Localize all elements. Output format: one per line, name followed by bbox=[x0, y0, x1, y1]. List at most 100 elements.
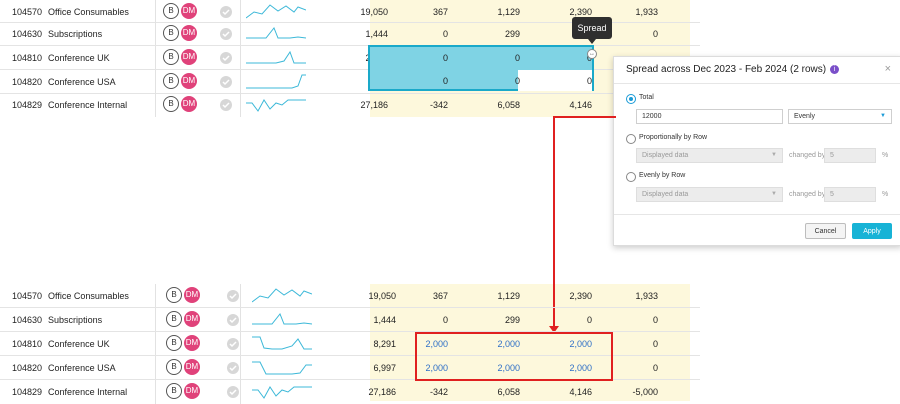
selected-value-cell[interactable]: 0 bbox=[586, 76, 592, 86]
value-cell[interactable]: 0 bbox=[442, 29, 448, 39]
owner-badge[interactable]: B bbox=[166, 311, 182, 327]
value-cell[interactable]: 2,390 bbox=[569, 7, 592, 17]
row-total: 1,444 bbox=[373, 315, 396, 325]
value-cell[interactable]: 299 bbox=[504, 315, 520, 325]
owner-badge[interactable]: B bbox=[163, 49, 179, 65]
proportional-data-select[interactable]: Displayed data ▼ bbox=[636, 148, 783, 163]
cancel-button[interactable]: Cancel bbox=[805, 223, 846, 239]
table-row[interactable]: 104570 Office Consumables B DM 19,050 367 … bbox=[0, 284, 700, 308]
check-icon[interactable] bbox=[220, 6, 232, 18]
check-icon[interactable] bbox=[227, 314, 239, 326]
sparkline bbox=[246, 50, 306, 64]
account-cell: 104829 Conference Internal bbox=[12, 387, 128, 397]
owner-badge[interactable]: DM bbox=[181, 3, 197, 19]
table-row[interactable]: 104810 Conference UK B DM 8,291 2,000 2,00… bbox=[0, 332, 700, 356]
percent-sign: % bbox=[882, 152, 889, 159]
value-cell[interactable]: 0 bbox=[586, 315, 592, 325]
owner-badge[interactable]: DM bbox=[184, 359, 200, 375]
owner-badge[interactable]: B bbox=[166, 335, 182, 351]
apply-button[interactable]: Apply bbox=[852, 223, 892, 239]
owner-badge[interactable]: B bbox=[163, 3, 179, 19]
selected-value-cell[interactable]: 0 bbox=[442, 53, 448, 63]
value-cell[interactable]: 1,933 bbox=[635, 291, 658, 301]
owner-badge[interactable]: DM bbox=[181, 96, 197, 112]
owner-badge[interactable]: B bbox=[166, 383, 182, 399]
value-cell[interactable]: 2,000 bbox=[569, 363, 592, 373]
value-cell[interactable]: 2,000 bbox=[569, 339, 592, 349]
value-cell[interactable]: -342 bbox=[429, 100, 448, 110]
value-cell[interactable]: 1,933 bbox=[635, 7, 658, 17]
owner-badge[interactable]: DM bbox=[184, 287, 200, 303]
table-row[interactable]: 104829 Conference Internal B DM 27,186 -34… bbox=[0, 93, 700, 117]
radio-evenly[interactable] bbox=[626, 172, 636, 182]
value-cell[interactable]: 2,000 bbox=[497, 339, 520, 349]
selected-value-cell[interactable]: 0 bbox=[522, 46, 592, 70]
owners: B DM bbox=[166, 311, 236, 329]
info-icon[interactable]: i bbox=[830, 64, 840, 74]
value-cell[interactable]: 0 bbox=[652, 339, 658, 349]
selected-value-cell[interactable]: 0 bbox=[514, 53, 520, 63]
value-cell[interactable]: -5,000 bbox=[632, 387, 658, 397]
owner-badge[interactable]: B bbox=[166, 287, 182, 303]
active-cell[interactable] bbox=[518, 70, 592, 91]
value-cell[interactable]: 2,000 bbox=[425, 339, 448, 349]
owner-badge[interactable]: DM bbox=[184, 383, 200, 399]
check-icon[interactable] bbox=[220, 99, 232, 111]
value-cell[interactable]: 6,058 bbox=[497, 100, 520, 110]
value-cell[interactable]: 0 bbox=[652, 29, 658, 39]
check-icon[interactable] bbox=[220, 52, 232, 64]
evenly-data-select[interactable]: Displayed data ▼ bbox=[636, 187, 783, 202]
table-row[interactable]: 104820 Conference USA B DM 6,997 2,000 2,0… bbox=[0, 356, 700, 380]
table-row[interactable]: 104570 Office Consumables B DM 19,050 367 … bbox=[0, 0, 700, 24]
radio-proportional[interactable] bbox=[626, 134, 636, 144]
owners: B DM bbox=[163, 73, 233, 91]
radio-total[interactable] bbox=[626, 94, 636, 104]
check-icon[interactable] bbox=[220, 28, 232, 40]
check-icon[interactable] bbox=[227, 386, 239, 398]
owner-badge[interactable]: B bbox=[163, 96, 179, 112]
amount-input[interactable]: 12000 bbox=[636, 109, 783, 124]
proportional-percent-input[interactable]: 5 bbox=[824, 148, 876, 163]
value-cell[interactable]: 299 bbox=[504, 29, 520, 39]
selected-value-cell[interactable]: 0 bbox=[514, 76, 520, 86]
value-cell[interactable]: 4,146 bbox=[569, 387, 592, 397]
check-icon[interactable] bbox=[227, 362, 239, 374]
value-cell[interactable]: 2,000 bbox=[497, 363, 520, 373]
percent-sign: % bbox=[882, 191, 889, 198]
value-cell[interactable]: 0 bbox=[652, 315, 658, 325]
owner-badge[interactable]: DM bbox=[181, 25, 197, 41]
owner-badge[interactable]: B bbox=[163, 25, 179, 41]
spread-handle-icon[interactable]: ↔ bbox=[587, 49, 597, 59]
close-icon[interactable]: × bbox=[884, 63, 891, 75]
check-icon[interactable] bbox=[220, 76, 232, 88]
value-cell[interactable]: 2,390 bbox=[569, 291, 592, 301]
check-icon[interactable] bbox=[227, 290, 239, 302]
value-cell[interactable]: 1,129 bbox=[497, 7, 520, 17]
value-cell[interactable]: 1,129 bbox=[497, 291, 520, 301]
value-cell[interactable]: 2,000 bbox=[425, 363, 448, 373]
spread-panel: Spread across Dec 2023 - Feb 2024 (2 row… bbox=[613, 56, 900, 246]
table-row[interactable]: 104829 Conference Internal B DM 27,186 -34… bbox=[0, 380, 700, 404]
value-cell[interactable]: 6,058 bbox=[497, 387, 520, 397]
owner-badge[interactable]: B bbox=[166, 359, 182, 375]
value-cell[interactable]: 4,146 bbox=[569, 100, 592, 110]
value-cell[interactable]: 0 bbox=[652, 363, 658, 373]
evenly-percent-input[interactable]: 5 bbox=[824, 187, 876, 202]
owner-badge[interactable]: B bbox=[163, 73, 179, 89]
owner-badge[interactable]: DM bbox=[181, 49, 197, 65]
check-icon[interactable] bbox=[227, 338, 239, 350]
method-select[interactable]: Evenly ▼ bbox=[788, 109, 892, 124]
owner-badge[interactable]: DM bbox=[184, 311, 200, 327]
value-cell[interactable]: 367 bbox=[432, 291, 448, 301]
owner-badge[interactable]: DM bbox=[181, 73, 197, 89]
row-total: 8,291 bbox=[373, 339, 396, 349]
value-cell[interactable]: 367 bbox=[432, 7, 448, 17]
option-total-label: Total bbox=[639, 94, 654, 101]
owner-badge[interactable]: DM bbox=[184, 335, 200, 351]
selected-value-cell[interactable]: 0 bbox=[442, 76, 448, 86]
value-cell[interactable]: 0 bbox=[442, 315, 448, 325]
value-cell[interactable]: -342 bbox=[429, 387, 448, 397]
